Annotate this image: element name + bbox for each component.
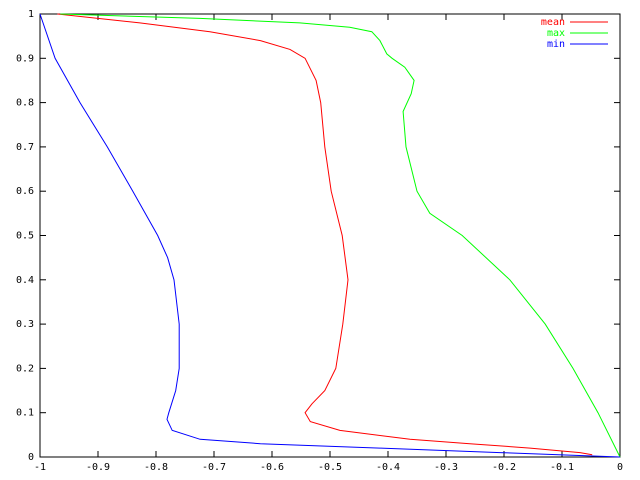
x-tick-label: -0.3 <box>434 462 458 473</box>
y-tick-label: 0.8 <box>16 98 34 109</box>
y-tick-label: 0.2 <box>16 363 34 374</box>
x-tick-label: -0.2 <box>492 462 516 473</box>
y-tick-label: 1 <box>28 9 34 20</box>
y-tick-label: 0.3 <box>16 319 34 330</box>
series-line <box>57 13 593 456</box>
x-tick-label: 0 <box>617 462 623 473</box>
y-tick-label: 0.1 <box>16 408 34 419</box>
y-tick-label: 0 <box>28 452 34 463</box>
x-tick-label: -0.4 <box>376 462 400 473</box>
y-tick-label: 0.4 <box>16 275 34 286</box>
x-tick-label: -0.1 <box>550 462 574 473</box>
legend-label: max <box>547 28 565 39</box>
x-tick-label: -0.9 <box>86 462 110 473</box>
y-tick-label: 0.5 <box>16 231 34 242</box>
y-tick-label: 0.9 <box>16 53 34 64</box>
x-tick-label: -0.5 <box>318 462 342 473</box>
series-line <box>39 13 621 458</box>
y-tick-label: 0.6 <box>16 186 34 197</box>
y-tick-label: 0.7 <box>16 142 34 153</box>
x-tick-label: -0.6 <box>260 462 284 473</box>
legend-label: mean <box>541 17 565 28</box>
legend-label: min <box>547 39 565 50</box>
x-tick-label: -0.7 <box>202 462 226 473</box>
plot-frame <box>39 13 621 458</box>
x-tick-label: -0.8 <box>144 462 168 473</box>
series-line <box>60 13 621 458</box>
x-tick-label: -1 <box>34 462 46 473</box>
